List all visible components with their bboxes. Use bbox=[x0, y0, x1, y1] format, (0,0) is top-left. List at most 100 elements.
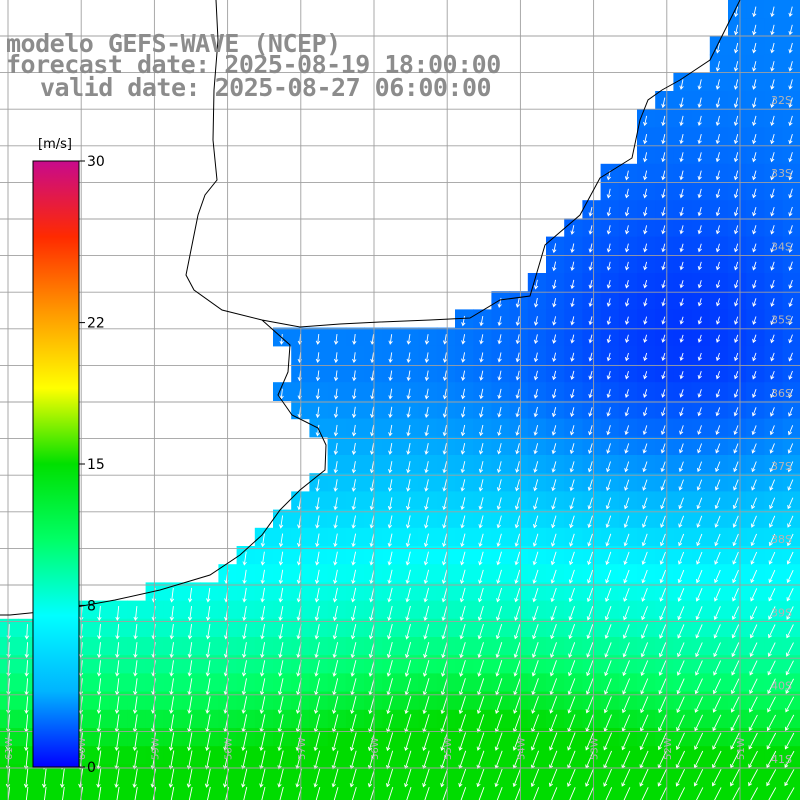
wind-vector bbox=[788, 115, 793, 127]
wind-vector bbox=[315, 352, 321, 364]
wind-vector bbox=[624, 479, 630, 491]
wind-vector bbox=[570, 261, 575, 272]
wind-vector bbox=[770, 389, 775, 399]
wind-vector bbox=[514, 497, 520, 510]
wind-vector bbox=[785, 696, 795, 713]
wind-vector bbox=[643, 279, 648, 289]
wind-vector bbox=[788, 243, 793, 253]
wind-vector bbox=[713, 588, 721, 602]
wind-vector bbox=[513, 624, 521, 640]
wind-vector bbox=[730, 714, 740, 732]
wind-vector bbox=[533, 497, 539, 510]
wind-vector bbox=[350, 642, 357, 659]
wind-vector bbox=[641, 587, 648, 602]
wind-vector bbox=[733, 42, 739, 54]
wind-vector bbox=[732, 787, 740, 800]
wind-vector bbox=[313, 732, 321, 752]
wind-vector bbox=[388, 352, 393, 363]
wind-vector bbox=[786, 533, 794, 547]
wind-vector bbox=[623, 606, 630, 621]
wind-vector bbox=[661, 170, 666, 181]
wind-vector bbox=[658, 642, 667, 658]
colorbar-unit-label: [m/s] bbox=[38, 137, 72, 152]
wind-vector bbox=[622, 660, 630, 677]
wind-vector bbox=[694, 696, 704, 713]
wind-vector bbox=[697, 298, 703, 307]
wind-vector bbox=[551, 388, 557, 399]
wind-vector bbox=[622, 642, 630, 658]
wind-vector bbox=[770, 352, 775, 362]
wind-vector bbox=[603, 696, 612, 714]
wind-vector bbox=[786, 588, 794, 602]
wind-vector bbox=[405, 623, 411, 640]
wind-vector bbox=[551, 461, 557, 473]
wind-vector bbox=[206, 587, 211, 603]
wind-vector bbox=[713, 642, 721, 658]
wind-vector bbox=[695, 624, 703, 639]
wind-vector bbox=[659, 551, 666, 565]
wind-vector bbox=[787, 497, 794, 510]
colorbar-ticks: 30 22 15 8 0 bbox=[79, 154, 105, 776]
wind-vector bbox=[333, 352, 339, 364]
wind-vector bbox=[479, 316, 484, 327]
wind-vector bbox=[624, 352, 630, 362]
lat-label: 39S bbox=[771, 606, 792, 619]
wind-vector bbox=[768, 515, 776, 528]
wind-vector bbox=[314, 624, 320, 640]
wind-vector bbox=[606, 389, 611, 399]
wind-vector bbox=[424, 334, 430, 345]
wind-vector bbox=[460, 406, 466, 418]
wind-vector bbox=[351, 587, 357, 603]
wind-vector bbox=[676, 678, 685, 695]
wind-vector bbox=[749, 624, 758, 639]
wind-vector bbox=[351, 388, 357, 400]
wind-vector bbox=[369, 569, 375, 585]
wind-vector bbox=[351, 461, 357, 474]
wind-vector bbox=[661, 389, 666, 398]
wind-vector bbox=[677, 588, 685, 602]
wind-vector bbox=[661, 188, 666, 199]
wind-vector bbox=[788, 407, 794, 417]
wind-vector bbox=[643, 170, 648, 181]
wind-vector bbox=[605, 787, 613, 800]
wind-vector bbox=[386, 750, 394, 770]
wind-vector bbox=[315, 515, 320, 529]
wind-vector bbox=[423, 533, 429, 548]
wind-vector bbox=[116, 786, 120, 800]
wind-vector bbox=[442, 388, 448, 400]
wind-vector bbox=[697, 188, 702, 199]
wind-vector bbox=[204, 750, 211, 770]
colorbar-tick-label: 15 bbox=[87, 457, 105, 473]
wind-vector bbox=[333, 424, 339, 437]
wind-vector bbox=[748, 714, 758, 732]
wind-vector bbox=[460, 533, 466, 548]
wind-vector bbox=[424, 479, 429, 492]
wind-vector bbox=[550, 569, 557, 584]
wind-vector bbox=[697, 316, 702, 325]
wind-vector bbox=[770, 133, 775, 145]
wind-vector bbox=[770, 279, 775, 289]
wind-vector bbox=[170, 786, 175, 800]
wind-vector bbox=[588, 206, 593, 217]
wind-vector bbox=[406, 370, 411, 382]
wind-vector bbox=[734, 316, 739, 325]
wind-vector bbox=[478, 533, 484, 548]
wind-vector bbox=[752, 97, 757, 108]
wind-vector bbox=[369, 533, 375, 548]
wind-vector bbox=[533, 461, 539, 473]
wind-vector bbox=[351, 786, 357, 800]
wind-vector bbox=[168, 768, 175, 788]
wind-vector bbox=[639, 768, 649, 787]
wind-vector bbox=[552, 370, 557, 381]
wind-vector bbox=[586, 642, 594, 658]
wind-vector bbox=[169, 587, 175, 603]
wind-vector bbox=[205, 642, 211, 659]
wind-vector bbox=[586, 624, 594, 640]
wind-vector bbox=[733, 371, 739, 380]
wind-vector bbox=[132, 768, 138, 788]
wind-vector bbox=[697, 407, 702, 417]
wind-vector bbox=[770, 115, 775, 127]
wind-vector bbox=[770, 42, 775, 54]
